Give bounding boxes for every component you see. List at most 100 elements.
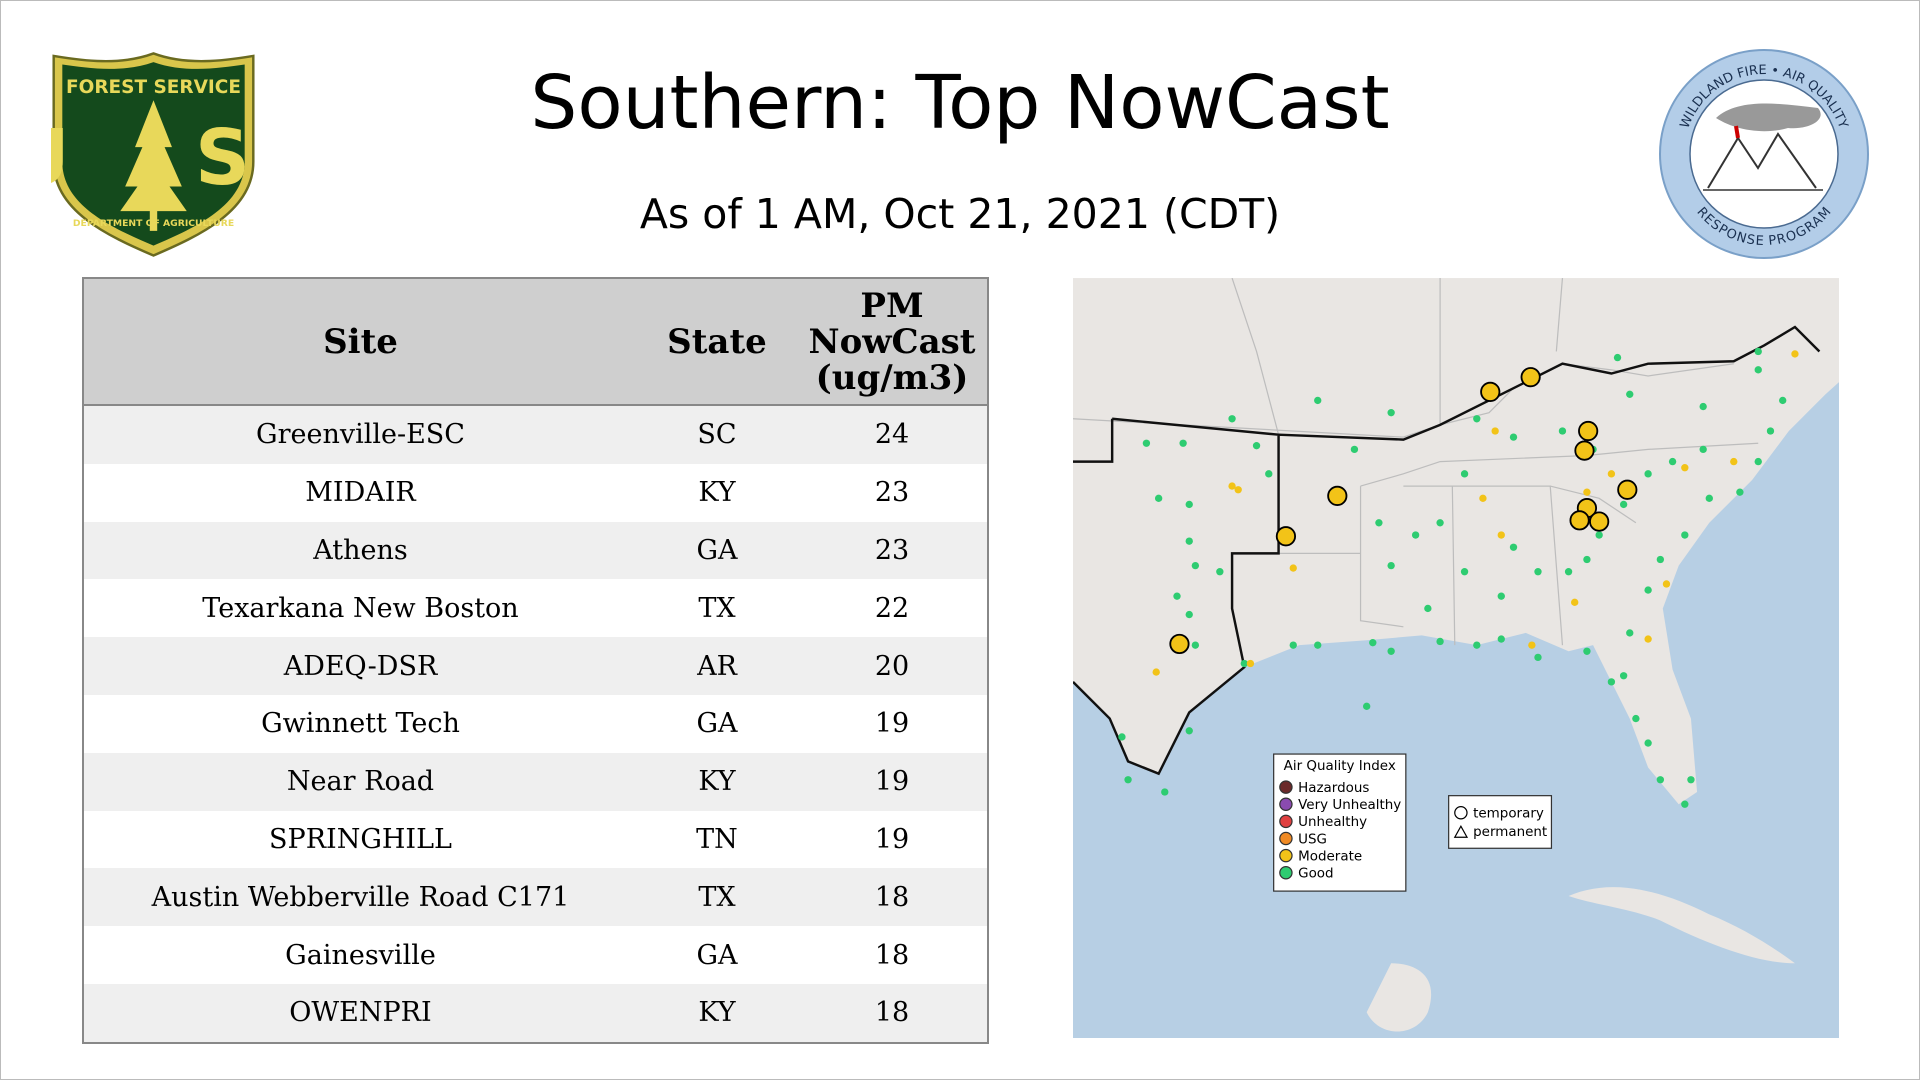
site-marker — [1558, 427, 1567, 435]
data-table: Site State PM NowCast (ug/m3) Greenville-E… — [82, 277, 989, 1044]
temporary-site-marker — [1327, 485, 1348, 506]
site-marker — [1185, 727, 1193, 735]
table-cell: TN — [637, 810, 797, 869]
table-cell: 24 — [797, 405, 988, 464]
site-marker — [1152, 668, 1160, 676]
table-cell: Athens — [83, 521, 637, 580]
table-cell: GA — [637, 694, 797, 753]
site-marker — [1730, 457, 1738, 466]
table-cell: MIDAIR — [83, 463, 637, 522]
table-cell: OWENPRI — [83, 983, 637, 1043]
table-cell: Near Road — [83, 752, 637, 811]
table-row: Athens GA 23 — [83, 521, 988, 580]
forest-service-logo: FOREST SERVICE U S DEPARTMENT OF AGRICUL… — [51, 52, 256, 257]
site-marker — [1387, 408, 1395, 417]
site-marker — [1314, 641, 1322, 649]
site-marker — [1699, 445, 1707, 454]
site-marker — [1387, 561, 1395, 570]
table-row: ADEQ-DSR AR 20 — [83, 637, 988, 695]
site-marker — [1595, 531, 1603, 539]
site-marker — [1185, 610, 1193, 619]
temporary-site-marker — [1589, 511, 1610, 532]
site-marker — [1644, 739, 1652, 747]
table-row: MIDAIR KY 23 — [83, 463, 988, 522]
site-marker — [1509, 433, 1518, 441]
table-cell: Texarkana New Boston — [83, 579, 637, 638]
legend-swatch — [1279, 814, 1293, 829]
site-marker — [1142, 439, 1151, 447]
site-marker — [1216, 568, 1224, 576]
temporary-site-marker — [1574, 440, 1595, 461]
site-marker — [1460, 470, 1469, 478]
site-marker — [1369, 639, 1377, 647]
site-marker — [1656, 555, 1665, 564]
map: Air Quality Index Hazardous Very Unhealth… — [1073, 278, 1839, 1038]
site-marker — [1607, 470, 1616, 478]
table-cell: Greenville-ESC — [83, 405, 637, 464]
table-cell: Gwinnett Tech — [83, 694, 637, 753]
site-marker — [1613, 353, 1622, 362]
site-marker — [1191, 641, 1200, 649]
table-cell: 23 — [797, 463, 988, 522]
legend-box — [1273, 753, 1407, 892]
table-row: Austin Webberville Road C171 TX 18 — [83, 868, 988, 927]
table-row: Gainesville GA 18 — [83, 926, 988, 984]
site-marker — [1754, 366, 1762, 374]
site-marker — [1766, 427, 1775, 435]
site-marker — [1350, 445, 1359, 454]
table-cell: SC — [637, 405, 797, 464]
column-header: Site — [83, 278, 637, 406]
logo-text: FOREST SERVICE — [66, 77, 241, 98]
table-cell: 19 — [797, 694, 988, 753]
site-marker — [1699, 402, 1707, 411]
site-marker — [1185, 500, 1193, 509]
site-marker — [1228, 482, 1236, 490]
column-header: PM NowCast (ug/m3) — [797, 278, 988, 406]
table-row: Greenville-ESC SC 24 — [83, 405, 988, 464]
site-marker — [1228, 415, 1236, 423]
site-marker — [1363, 702, 1371, 711]
logo-text: DEPARTMENT OF AGRICULTURE — [73, 218, 234, 229]
site-marker — [1185, 537, 1193, 545]
site-marker — [1246, 659, 1255, 668]
legend-swatch — [1279, 848, 1293, 863]
site-marker — [1179, 439, 1187, 447]
table-cell: 20 — [797, 637, 988, 695]
site-marker — [1118, 733, 1126, 741]
temporary-site-marker — [1617, 479, 1638, 500]
table-cell: KY — [637, 752, 797, 811]
site-marker — [1626, 390, 1634, 398]
site-marker — [1619, 672, 1628, 680]
site-marker — [1436, 637, 1444, 646]
legend-label: Moderate — [1298, 850, 1362, 865]
table-cell: 18 — [797, 926, 988, 984]
site-marker — [1509, 543, 1518, 551]
table-cell: GA — [637, 521, 797, 580]
table-row: OWENPRI KY 18 — [83, 983, 988, 1043]
site-marker — [1687, 776, 1695, 784]
legend-swatch — [1279, 866, 1293, 880]
site-marker — [1571, 598, 1579, 606]
site-type-box — [1448, 795, 1553, 849]
logo-text: U S — [51, 114, 256, 203]
temporary-site-marker — [1480, 381, 1501, 402]
header-row: Site State PM NowCast (ug/m3) — [83, 278, 988, 406]
site-marker — [1289, 641, 1297, 649]
site-marker — [1644, 470, 1652, 478]
wfaqrp-logo: WILDLAND FIRE • AIR QUALITY RESPONSE PRO… — [1659, 49, 1869, 259]
site-marker — [1375, 519, 1383, 527]
site-marker — [1491, 427, 1499, 435]
site-marker — [1497, 592, 1505, 600]
subtitle: As of 1 AM, Oct 21, 2021 (CDT) — [639, 190, 1281, 238]
table-row: Texarkana New Boston TX 22 — [83, 579, 988, 638]
site-marker — [1191, 561, 1200, 570]
site-marker — [1736, 488, 1744, 496]
table-cell: KY — [637, 463, 797, 522]
site-marker — [1619, 500, 1628, 509]
site-marker — [1161, 788, 1169, 796]
site-marker — [1668, 457, 1677, 466]
legend-title: Air Quality Index — [1284, 759, 1396, 774]
legend-label: Hazardous — [1298, 781, 1369, 796]
table-cell: KY — [637, 983, 797, 1043]
